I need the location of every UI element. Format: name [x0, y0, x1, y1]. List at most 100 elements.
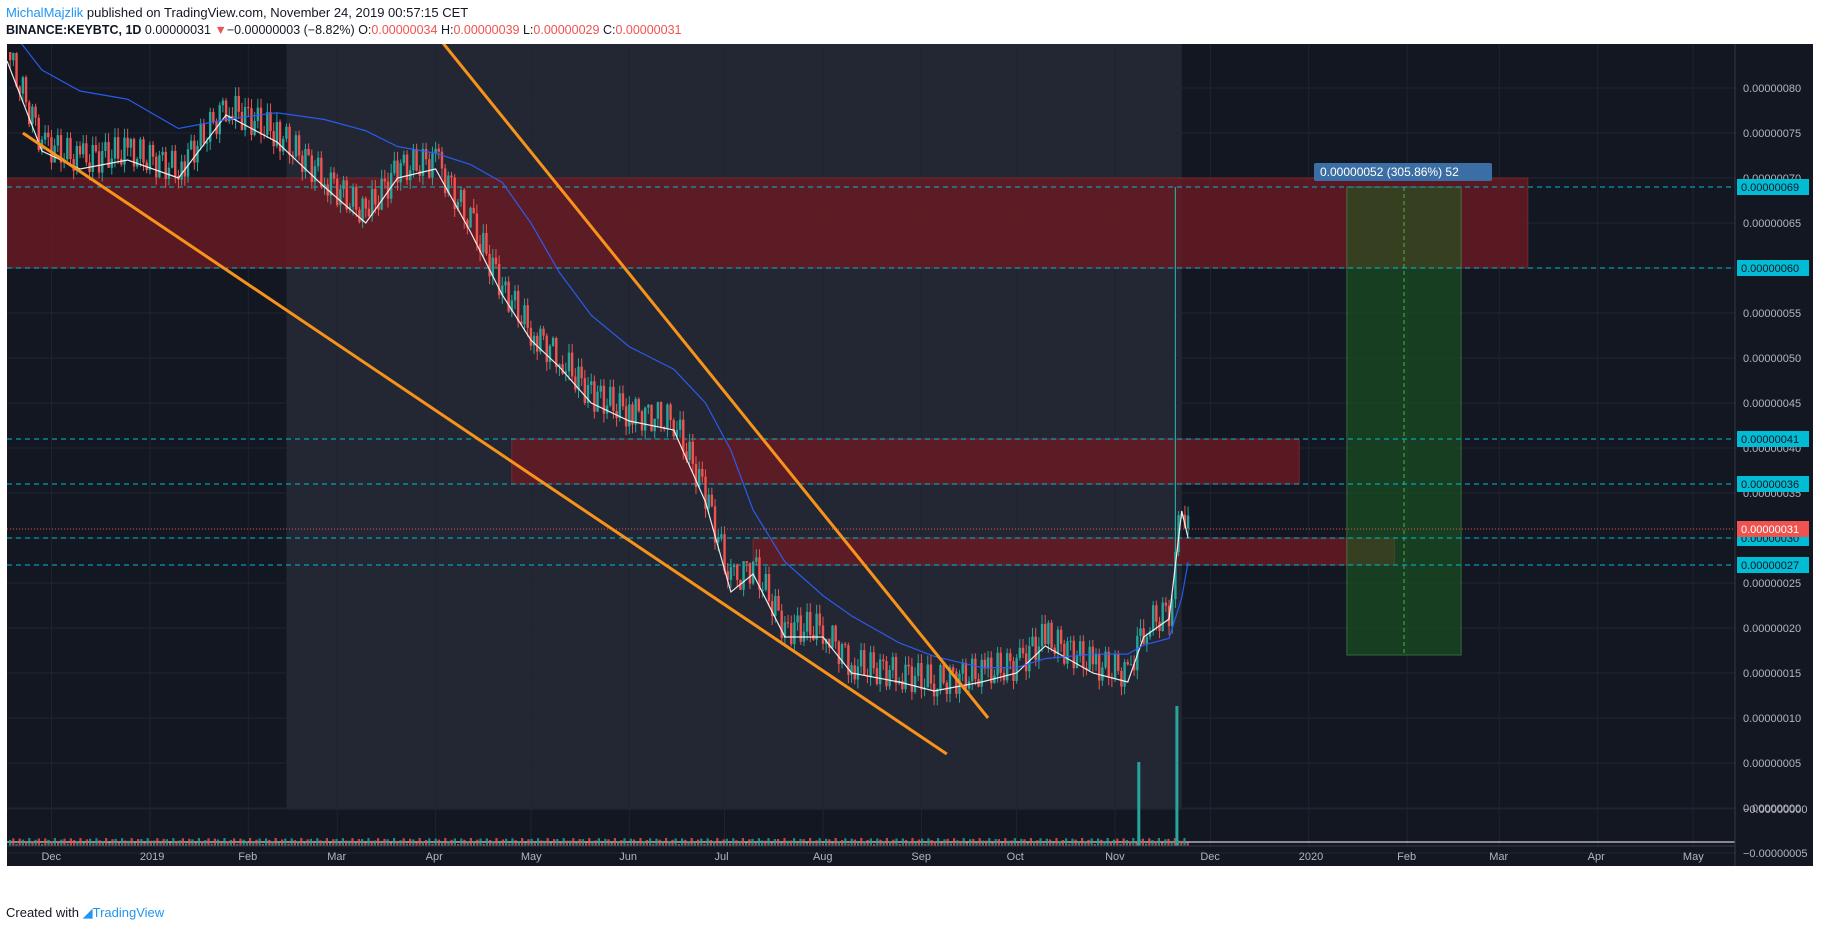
candle-body	[348, 206, 352, 210]
volume-bar	[815, 840, 818, 846]
volume-bar	[1119, 843, 1122, 846]
author-link[interactable]: MichalMajzlik	[6, 5, 84, 20]
price-tick-label: 0.00000055	[1743, 308, 1801, 320]
volume-bar	[47, 839, 50, 846]
published-text: published on TradingView.com, November 2…	[86, 5, 469, 20]
volume-bar	[261, 843, 264, 846]
volume-bar	[1164, 839, 1167, 846]
candle-body	[586, 385, 590, 403]
candle-body	[82, 143, 85, 155]
volume-bar	[1071, 838, 1074, 846]
volume-bar	[1173, 838, 1176, 846]
volume-bar	[9, 839, 12, 846]
volume-bar	[863, 841, 866, 846]
volume-bar	[185, 843, 188, 846]
candle-body	[59, 135, 63, 163]
volume-bar	[607, 839, 610, 846]
candle-body	[1104, 651, 1107, 668]
candle-body	[1056, 629, 1060, 654]
volume-bar	[687, 841, 690, 846]
candle-body	[488, 253, 491, 277]
volume-bar	[1055, 838, 1058, 846]
candle-body	[320, 157, 323, 187]
candle-body	[577, 366, 580, 390]
candle-body	[434, 148, 437, 154]
candle-body	[97, 151, 101, 173]
tradingview-logo-icon[interactable]: ◢	[82, 905, 93, 920]
volume-bar	[703, 843, 706, 846]
volume-bar	[761, 840, 764, 846]
volume-bar	[1148, 838, 1151, 846]
candle-body	[1088, 646, 1091, 671]
trendline-0[interactable]	[22, 131, 948, 756]
volume-bar	[156, 838, 159, 846]
tradingview-brand-link[interactable]: TradingView	[92, 905, 165, 920]
candle-body	[694, 463, 698, 487]
candle-body	[12, 53, 15, 61]
volume-bar	[341, 838, 344, 846]
volume-bar	[741, 838, 744, 846]
volume-bar	[805, 842, 808, 846]
candle-body	[440, 151, 444, 169]
volume-bar	[457, 843, 460, 846]
volume-bar	[1020, 838, 1023, 846]
candle-body	[964, 662, 968, 689]
volume-bar	[476, 839, 479, 846]
candle-body	[1107, 651, 1110, 678]
price-tick-label: 0.00000075	[1743, 128, 1801, 140]
volume-bar	[319, 840, 322, 846]
volume-bar	[111, 839, 114, 846]
candle-body	[447, 175, 450, 194]
candle-body	[758, 557, 761, 590]
price-chart-svg[interactable]: 0.000000800.000000750.000000700.00000065…	[7, 44, 1813, 866]
candle-body	[94, 145, 98, 152]
footer: Created with ◢TradingView	[6, 905, 164, 921]
volume-bar	[127, 840, 130, 846]
candle-body	[104, 142, 107, 151]
candle-body	[275, 121, 279, 147]
down-arrow-icon: ▼	[214, 23, 227, 37]
candle-body	[885, 661, 888, 687]
candle-body	[47, 132, 50, 138]
candle-body	[986, 657, 990, 669]
candle-body	[164, 151, 167, 180]
candle-body	[132, 139, 136, 167]
candle-body	[990, 657, 993, 684]
candle-body	[282, 138, 285, 152]
volume-bar	[508, 843, 511, 846]
volume-bar	[1029, 838, 1032, 846]
time-tick-label: 2019	[140, 851, 164, 863]
volume-bar	[89, 838, 92, 846]
volume-bar	[930, 840, 933, 846]
chart-area[interactable]: 0.000000800.000000750.000000700.00000065…	[7, 44, 1813, 866]
candle-body	[50, 137, 53, 163]
candle-body	[437, 148, 440, 152]
candle-body	[297, 135, 301, 156]
close-value: 0.00000031	[615, 23, 682, 37]
candle-body	[336, 178, 339, 206]
volume-bar	[79, 838, 82, 846]
volume-bar	[229, 839, 232, 846]
candle-body	[266, 112, 269, 135]
volume-bar	[34, 839, 37, 846]
volume-bar	[1183, 838, 1186, 846]
candle-body	[974, 658, 977, 679]
candle-body	[113, 137, 117, 159]
candle-body	[355, 186, 358, 210]
volume-bar	[66, 843, 69, 846]
candle-body	[180, 161, 183, 180]
volume-bar	[591, 840, 594, 846]
volume-bar	[661, 841, 664, 846]
candle-body	[193, 140, 196, 163]
candle-body	[542, 328, 545, 336]
candle-body	[1123, 662, 1126, 687]
trendline-1[interactable]	[436, 44, 990, 719]
candle-body	[380, 178, 383, 210]
candle-body	[237, 96, 240, 112]
candle-body	[878, 659, 882, 685]
candle-body	[1155, 605, 1158, 622]
candle-body	[844, 644, 847, 646]
volume-bar	[348, 840, 351, 846]
candle-body	[148, 144, 152, 171]
volume-bar	[953, 838, 956, 846]
